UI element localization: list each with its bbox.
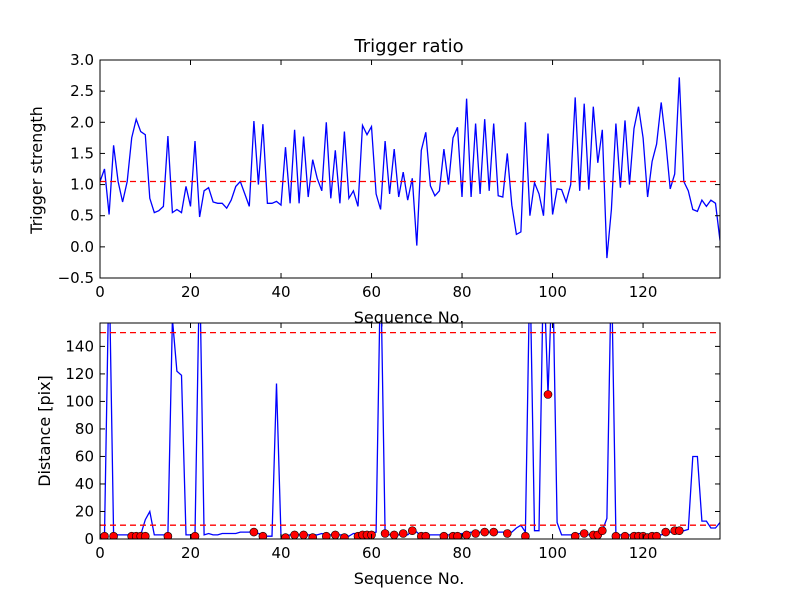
data-point	[421, 531, 431, 539]
data-point	[407, 526, 417, 536]
data-point	[163, 531, 173, 539]
axes-frame	[99, 59, 721, 279]
data-point	[290, 530, 299, 539]
data-point	[661, 527, 671, 537]
data-point	[502, 529, 512, 538]
y-axis-label: Distance [pix]	[35, 375, 54, 487]
y-tick-label: −0.5	[58, 269, 94, 287]
y-tick-label: 20	[75, 502, 94, 520]
data-point	[489, 527, 499, 537]
data-point	[543, 390, 553, 399]
x-axis-label: Sequence No.	[354, 569, 465, 588]
data-point	[141, 531, 150, 539]
data-point	[109, 531, 118, 539]
x-tick-label: 40	[271, 283, 290, 301]
data-layer	[100, 77, 720, 259]
y-tick-label: 0.0	[70, 238, 94, 256]
data-point	[439, 531, 449, 539]
y-tick-label: 60	[75, 447, 94, 465]
data-point	[652, 531, 661, 539]
data-point	[471, 529, 480, 538]
x-axis-label: Sequence No.	[354, 308, 465, 327]
data-point	[579, 529, 589, 538]
data-point	[674, 526, 684, 536]
y-tick-label: 1.5	[70, 144, 94, 162]
x-tick-label: 100	[538, 283, 567, 301]
x-tick-label: 60	[362, 544, 381, 562]
y-tick-label: 1.0	[70, 176, 94, 194]
trigger-ratio-panel: Trigger ratio Sequence No. Trigger stren…	[27, 36, 721, 327]
data-point	[308, 533, 317, 539]
y-tick-label: 40	[75, 475, 94, 493]
data-point	[258, 531, 268, 539]
data-layer	[100, 323, 720, 539]
data-point	[380, 529, 390, 538]
y-tick-label: 2.5	[70, 82, 94, 100]
x-tick-label: 120	[629, 544, 658, 562]
plot-area: 0 20 40 60 80 100 120 −0.5 0.0 0.5 1.0 1.5 2.0 2.5 3.0	[58, 51, 721, 301]
data-point	[322, 531, 331, 539]
x-tick-label: 100	[538, 544, 567, 562]
y-tick-label: 80	[75, 420, 94, 438]
series-line	[100, 77, 720, 259]
data-point	[249, 527, 259, 537]
chart-title: Trigger ratio	[353, 36, 463, 57]
data-point	[453, 531, 462, 539]
y-tick-label: 0.5	[70, 207, 94, 225]
distance-panel: Sequence No. Distance [pix] 0 20 40 60 80 100…	[35, 322, 721, 588]
y-tick-label: 3.0	[70, 51, 94, 69]
axes-frame	[99, 322, 721, 540]
data-point	[597, 526, 607, 536]
data-point	[389, 530, 399, 539]
y-tick-label: 2.0	[70, 113, 94, 131]
data-point	[611, 531, 621, 539]
y-tick-label: 100	[65, 392, 94, 410]
x-tick-label: 0	[95, 544, 105, 562]
data-point	[521, 531, 530, 539]
data-point	[462, 530, 471, 539]
y-tick-label: 140	[65, 337, 94, 355]
x-tick-label: 120	[629, 283, 658, 301]
plot-area: 0 20 40 60 80 100 120 0 20 40 60 80 100 120 140	[65, 322, 721, 562]
data-point	[281, 533, 290, 539]
x-tick-label: 40	[271, 544, 290, 562]
x-tick-label: 60	[362, 283, 381, 301]
data-point	[331, 530, 340, 539]
data-point	[340, 533, 349, 539]
data-point	[570, 531, 580, 539]
y-axis-label: Trigger strength	[27, 106, 46, 235]
x-tick-label: 80	[452, 544, 471, 562]
series-line	[100, 323, 720, 537]
x-tick-label: 0	[95, 283, 105, 301]
data-point	[480, 527, 490, 537]
x-tick-label: 20	[181, 283, 200, 301]
data-point	[299, 530, 308, 539]
y-tick-label: 0	[84, 530, 94, 548]
data-point	[620, 531, 630, 539]
y-tick-label: 120	[65, 365, 94, 383]
x-tick-label: 80	[452, 283, 471, 301]
data-point	[398, 529, 408, 538]
x-tick-label: 20	[181, 544, 200, 562]
